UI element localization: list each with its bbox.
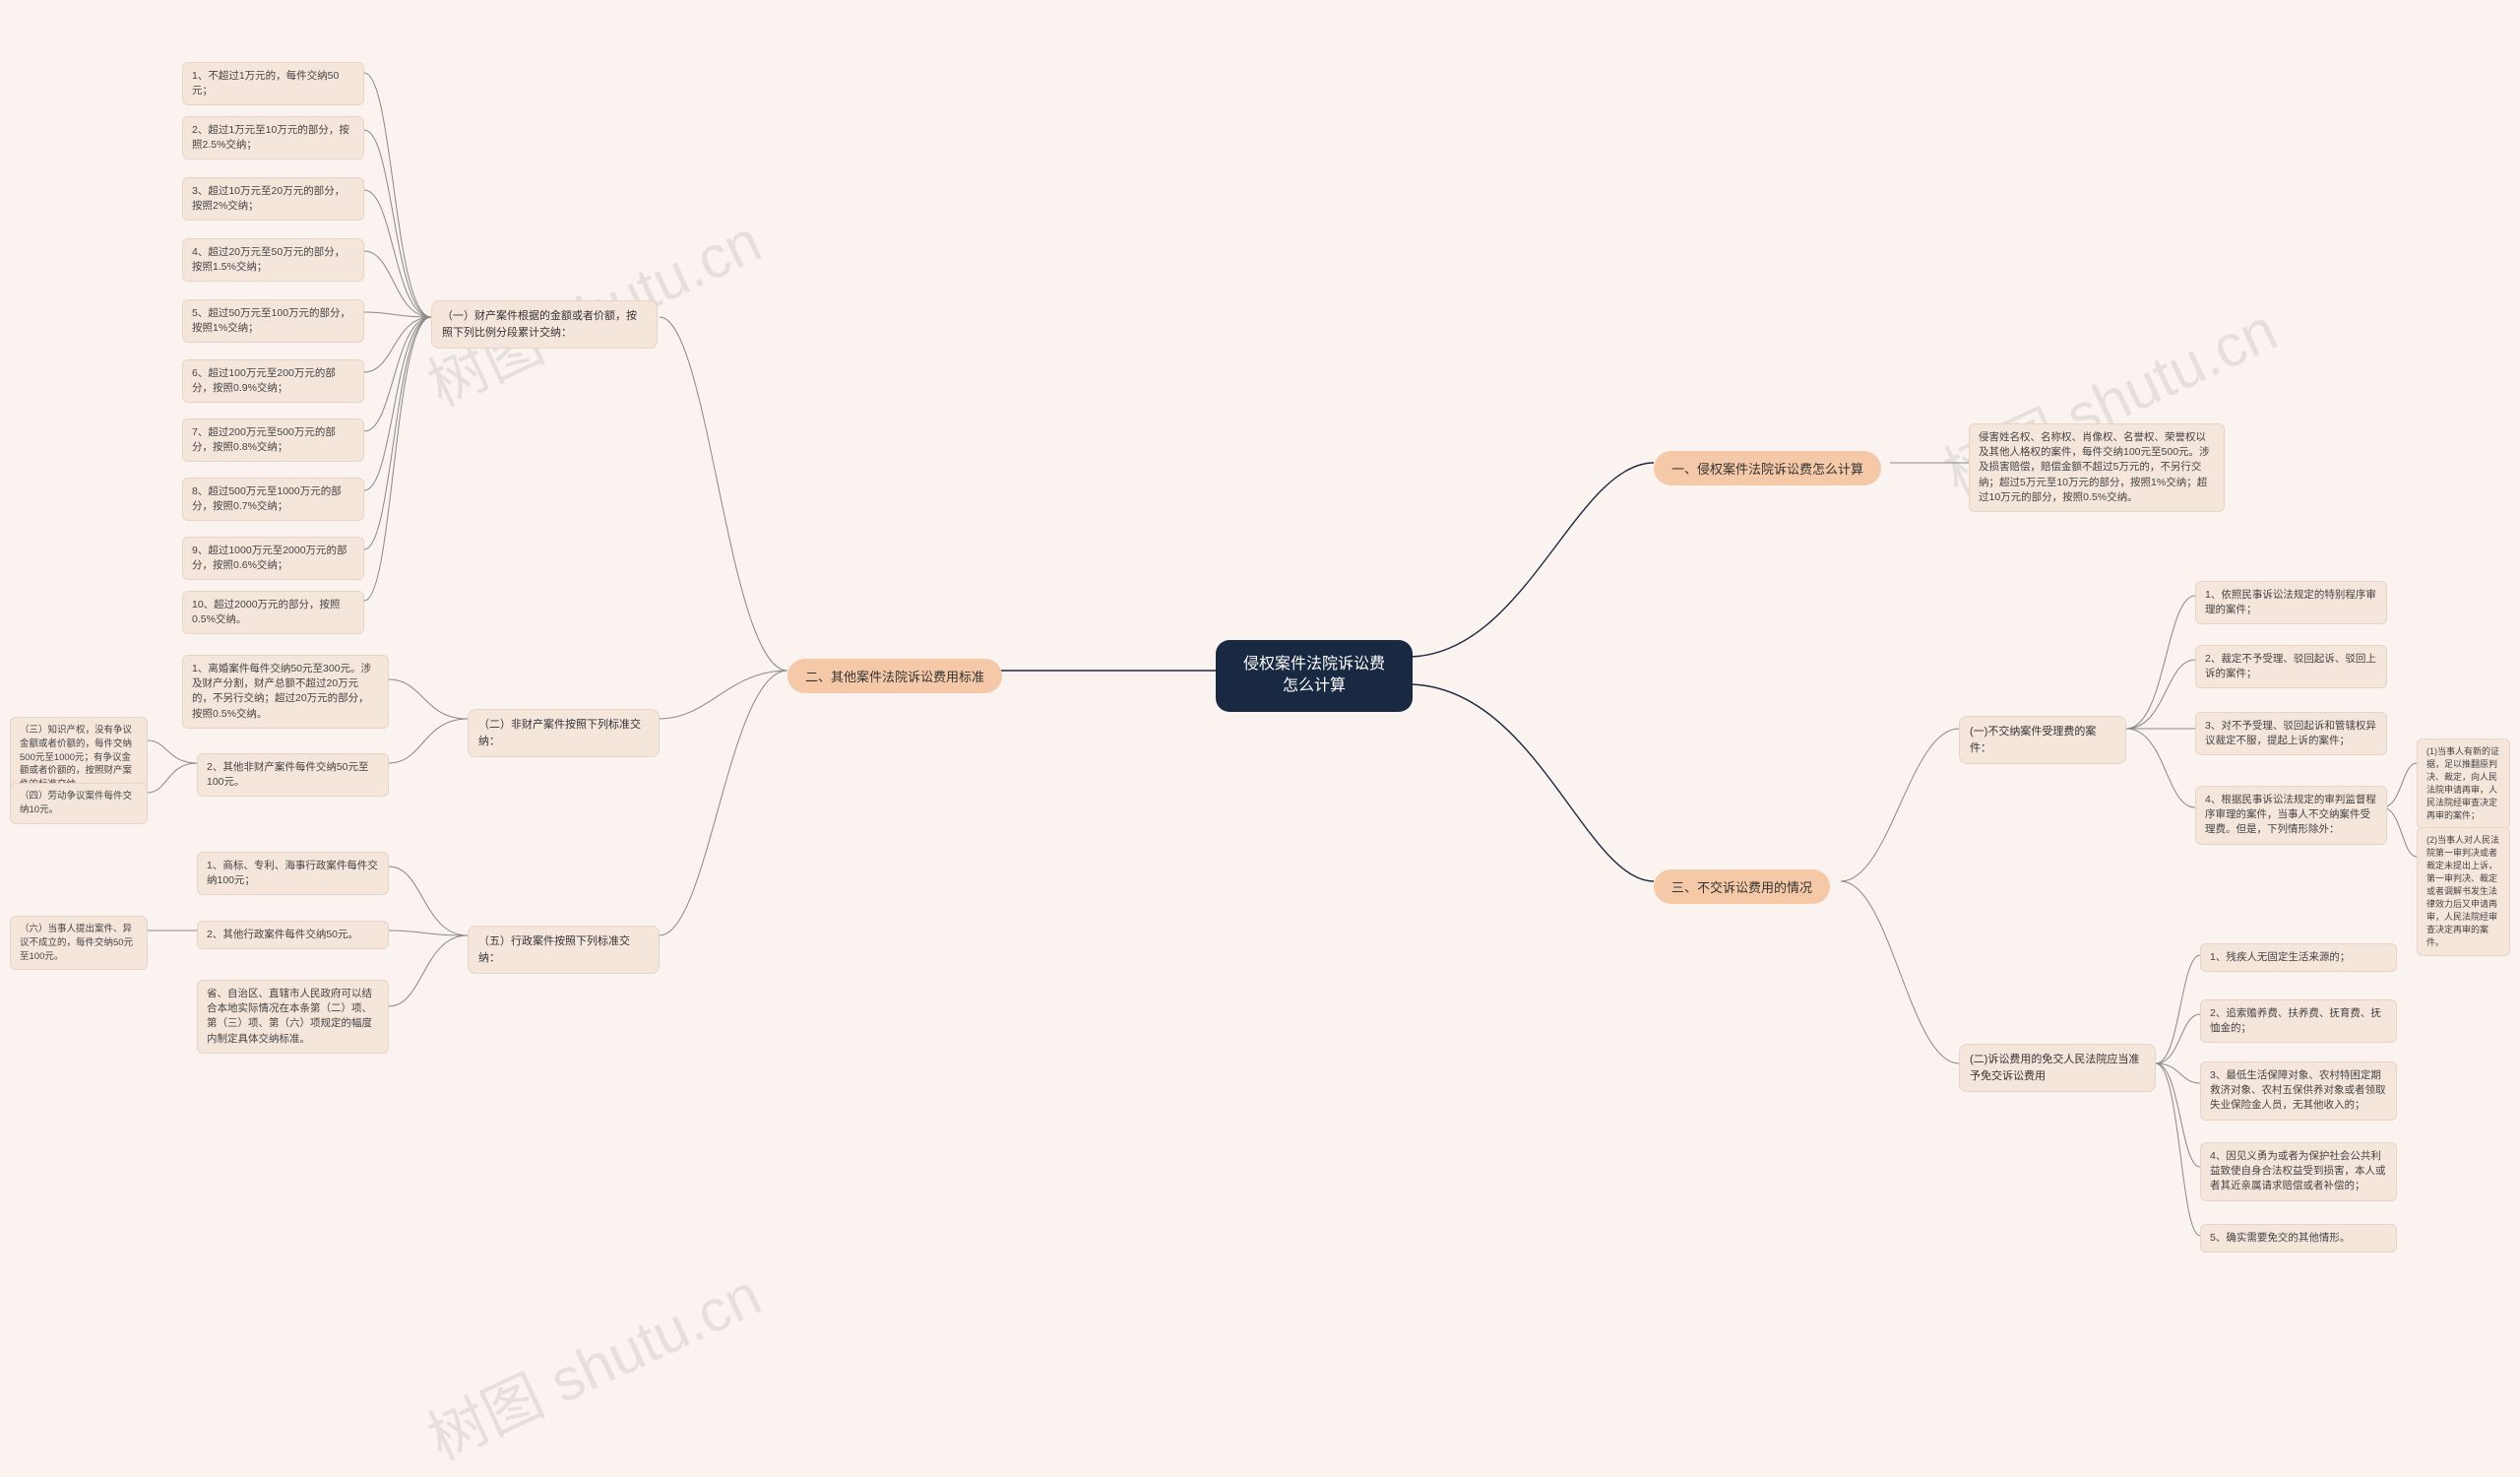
- branch-3-label: 三、不交诉讼费用的情况: [1671, 880, 1812, 895]
- b2-s5: （五）行政案件按照下列标准交纳：: [468, 926, 660, 974]
- watermark: 树图 shutu.cn: [412, 1248, 773, 1476]
- b2-s1-l3: 3、超过10万元至20万元的部分，按照2%交纳；: [182, 177, 364, 221]
- b2-s2-l2: 2、其他非财产案件每件交纳50元至100元。: [197, 753, 389, 797]
- b3-s1-l2: 2、裁定不予受理、驳回起诉、驳回上诉的案件；: [2195, 645, 2387, 688]
- b3-s2-l2: 2、追索赡养费、扶养费、抚育费、抚恤金的；: [2200, 999, 2397, 1043]
- b2-s2-label: （二）非财产案件按照下列标准交纳：: [478, 719, 641, 747]
- branch-3: 三、不交诉讼费用的情况: [1654, 869, 1830, 904]
- b1-content-text: 侵害姓名权、名称权、肖像权、名誉权、荣誉权以及其他人格权的案件，每件交纳100元…: [1979, 431, 2210, 503]
- b2-s1-l4: 4、超过20万元至50万元的部分，按照1.5%交纳；: [182, 238, 364, 282]
- b2-s2: （二）非财产案件按照下列标准交纳：: [468, 709, 660, 757]
- b2-s1-l9: 9、超过1000万元至2000万元的部分，按照0.6%交纳；: [182, 537, 364, 580]
- b2-s1-l8: 8、超过500万元至1000万元的部分，按照0.7%交纳；: [182, 478, 364, 521]
- branch-1-label: 一、侵权案件法院诉讼费怎么计算: [1671, 462, 1863, 477]
- b2-s1-l1: 1、不超过1万元的，每件交纳50元；: [182, 62, 364, 105]
- b2-s1: （一）财产案件根据的金额或者价额，按照下列比例分段累计交纳：: [431, 300, 658, 349]
- b2-s5-l2a: （六）当事人提出案件、异议不成立的，每件交纳50元至100元。: [10, 916, 148, 970]
- b3-s1-l1: 1、依照民事诉讼法规定的特别程序审理的案件；: [2195, 581, 2387, 624]
- b2-s1-l5: 5、超过50万元至100万元的部分，按照1%交纳；: [182, 299, 364, 343]
- b2-s5-l3: 省、自治区、直辖市人民政府可以结合本地实际情况在本条第（二）项、第（三）项、第（…: [197, 980, 389, 1054]
- b3-s2-label: (二)诉讼费用的免交人民法院应当准予免交诉讼费用: [1970, 1054, 2139, 1082]
- b3-s1-label: (一)不交纳案件受理费的案件：: [1970, 726, 2096, 754]
- b3-s2-l4: 4、因见义勇为或者为保护社会公共利益致使自身合法权益受到损害，本人或者其近亲属请…: [2200, 1142, 2397, 1201]
- branch-1: 一、侵权案件法院诉讼费怎么计算: [1654, 451, 1881, 485]
- b2-s2-l1: 1、离婚案件每件交纳50元至300元。涉及财产分割，财产总额不超过20万元的，不…: [182, 655, 389, 729]
- b3-s1-l4b: (2)当事人对人民法院第一审判决或者裁定未提出上诉，第一审判决、裁定或者调解书发…: [2417, 827, 2510, 956]
- b3-s2-l3: 3、最低生活保障对象、农村特困定期救济对象、农村五保供养对象或者领取失业保险金人…: [2200, 1061, 2397, 1121]
- b2-s1-l7: 7、超过200万元至500万元的部分，按照0.8%交纳；: [182, 418, 364, 462]
- branch-2: 二、其他案件法院诉讼费用标准: [788, 659, 1002, 693]
- b3-s2-l5: 5、确实需要免交的其他情形。: [2200, 1224, 2397, 1252]
- b2-s5-label: （五）行政案件按照下列标准交纳：: [478, 935, 630, 964]
- b2-s1-label: （一）财产案件根据的金额或者价额，按照下列比例分段累计交纳：: [442, 310, 637, 339]
- b3-s2-l1: 1、残疾人无固定生活来源的；: [2200, 943, 2397, 972]
- b2-s2-l2b: （四）劳动争议案件每件交纳10元。: [10, 783, 148, 824]
- b2-s5-l2: 2、其他行政案件每件交纳50元。: [197, 921, 389, 949]
- branch-2-label: 二、其他案件法院诉讼费用标准: [805, 670, 984, 684]
- center-node: 侵权案件法院诉讼费怎么计算: [1216, 640, 1413, 712]
- b3-s1-l3: 3、对不予受理、驳回起诉和管辖权异议裁定不服，提起上诉的案件；: [2195, 712, 2387, 755]
- b2-s1-l6: 6、超过100万元至200万元的部分，按照0.9%交纳；: [182, 359, 364, 403]
- branch-1-content: 侵害姓名权、名称权、肖像权、名誉权、荣誉权以及其他人格权的案件，每件交纳100元…: [1969, 423, 2225, 512]
- b3-s2: (二)诉讼费用的免交人民法院应当准予免交诉讼费用: [1959, 1044, 2156, 1092]
- b2-s1-l2: 2、超过1万元至10万元的部分，按照2.5%交纳；: [182, 116, 364, 160]
- b3-s1-l4a: (1)当事人有新的证据，足以推翻原判决、裁定，向人民法院申请再审，人民法院经审查…: [2417, 738, 2510, 829]
- b3-s1-l4: 4、根据民事诉讼法规定的审判监督程序审理的案件，当事人不交纳案件受理费。但是，下…: [2195, 786, 2387, 845]
- b2-s5-l1: 1、商标、专利、海事行政案件每件交纳100元；: [197, 852, 389, 895]
- b3-s1: (一)不交纳案件受理费的案件：: [1959, 716, 2126, 764]
- b2-s1-l10: 10、超过2000万元的部分，按照0.5%交纳。: [182, 591, 364, 634]
- center-title: 侵权案件法院诉讼费怎么计算: [1243, 656, 1385, 694]
